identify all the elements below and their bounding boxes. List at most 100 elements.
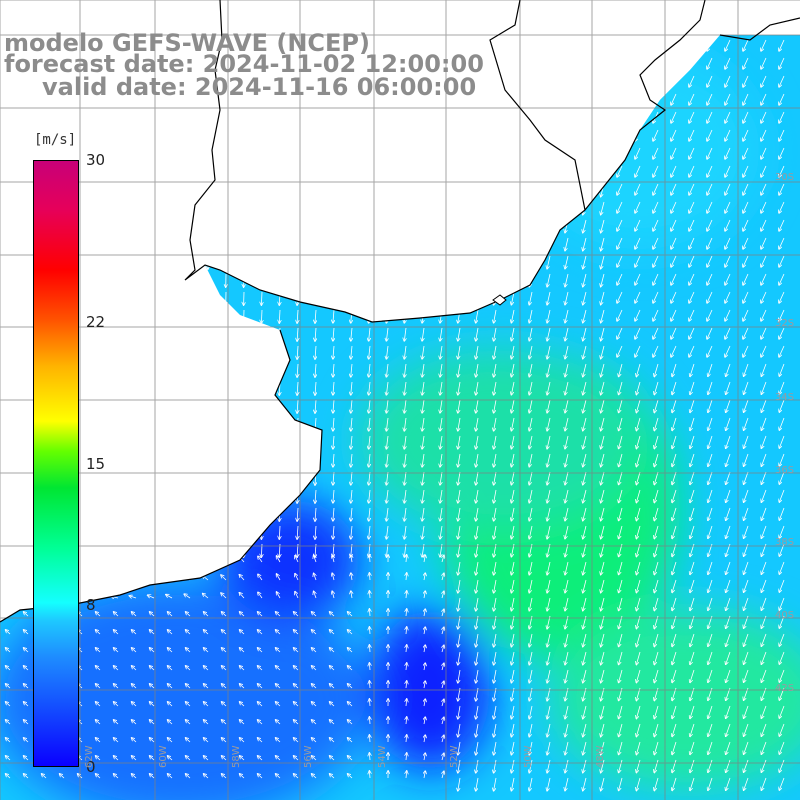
wind-arrow <box>64 111 65 125</box>
wind-arrow <box>617 111 623 123</box>
wind-arrow <box>476 435 479 449</box>
wind-arrow <box>690 471 695 484</box>
wind-arrow <box>654 363 659 377</box>
wind-arrow <box>46 111 47 125</box>
wind-arrow <box>10 381 12 395</box>
wind-arrow <box>100 201 101 215</box>
wind-arrow <box>565 381 569 395</box>
wind-arrow <box>297 111 298 125</box>
wind-arrow <box>619 417 623 431</box>
wind-arrow <box>82 183 83 197</box>
wind-arrow <box>118 525 119 539</box>
wind-arrow <box>494 255 497 269</box>
wind-arrow <box>761 453 767 466</box>
wind-arrow <box>494 453 497 467</box>
wind-arrow <box>547 417 551 431</box>
wind-arrow <box>529 561 533 575</box>
wind-arrow <box>707 237 713 249</box>
wind-arrow <box>118 363 119 377</box>
wind-arrow <box>529 633 533 647</box>
wind-arrow <box>511 507 515 521</box>
wind-arrow <box>761 597 767 610</box>
wind-arrow <box>458 363 461 377</box>
wind-arrow <box>511 417 515 431</box>
wind-arrow <box>476 345 479 359</box>
colorbar-tick-label: 30 <box>86 151 106 169</box>
wind-arrow <box>136 399 137 413</box>
wind-arrow <box>476 507 479 521</box>
wind-arrow <box>297 255 298 269</box>
wind-arrow <box>315 111 316 125</box>
wind-arrow <box>707 183 713 195</box>
wind-arrow <box>314 555 316 563</box>
wind-arrow <box>654 435 659 449</box>
wind-arrow <box>476 291 479 305</box>
wind-arrow <box>351 417 352 431</box>
wind-arrow <box>476 183 479 197</box>
wind-arrow <box>333 183 334 197</box>
wind-arrow <box>333 435 334 449</box>
wind-arrow <box>295 592 299 599</box>
wind-arrow <box>315 129 316 143</box>
wind-arrow <box>136 111 137 125</box>
wind-arrow <box>744 525 749 538</box>
wind-arrow <box>601 219 605 233</box>
wind-arrow <box>619 633 623 647</box>
wind-arrow <box>529 219 533 233</box>
wind-arrow <box>386 507 388 521</box>
wind-arrow <box>689 327 695 339</box>
wind-arrow <box>28 327 29 341</box>
wind-arrow <box>386 363 388 377</box>
wind-arrow <box>82 327 83 341</box>
wind-arrow <box>440 273 442 287</box>
wind-arrow <box>315 291 316 305</box>
wind-arrow <box>707 273 713 285</box>
wind-arrow <box>779 111 785 123</box>
wind-arrow <box>422 219 424 233</box>
wind-arrow <box>21 598 29 600</box>
wind-arrow <box>511 291 515 305</box>
wind-arrow <box>511 183 515 197</box>
wind-arrow <box>744 453 749 466</box>
wind-arrow <box>779 309 785 321</box>
wind-arrow <box>386 219 388 233</box>
wind-arrow <box>494 381 497 395</box>
wind-arrow <box>511 579 515 593</box>
wind-arrow <box>653 273 659 285</box>
wind-arrow <box>654 525 659 539</box>
wind-arrow <box>386 417 388 431</box>
wind-arrow <box>204 648 209 653</box>
wind-arrow <box>601 165 605 179</box>
wind-arrow <box>476 201 479 215</box>
wind-arrow <box>601 579 605 593</box>
wind-arrow <box>547 399 551 413</box>
wind-arrow <box>10 255 12 269</box>
wind-arrow <box>422 255 424 269</box>
wind-arrow <box>3 562 11 564</box>
wind-arrow <box>422 399 424 413</box>
wind-arrow <box>779 39 785 51</box>
wind-arrow <box>315 399 316 413</box>
wind-arrow <box>111 578 119 580</box>
wind-arrow <box>725 201 731 213</box>
wind-arrow <box>404 111 406 125</box>
wind-arrow <box>707 219 713 231</box>
wind-arrow <box>24 612 29 617</box>
wind-arrow <box>348 630 353 635</box>
wind-arrow <box>529 309 533 323</box>
wind-arrow <box>82 111 83 125</box>
wind-arrow <box>583 111 587 125</box>
wind-arrow <box>82 507 83 521</box>
wind-arrow <box>28 345 29 359</box>
colorbar-tick-label: 15 <box>86 454 106 473</box>
wind-arrow <box>28 399 29 413</box>
latitude-label: 36S <box>775 465 795 476</box>
wind-arrow <box>494 165 497 179</box>
wind-arrow <box>583 147 587 161</box>
wind-arrow <box>779 75 785 87</box>
wind-arrow <box>28 435 29 449</box>
wind-arrow <box>601 309 605 323</box>
wind-arrow <box>315 381 316 395</box>
wind-arrow <box>476 255 479 269</box>
wind-arrow <box>672 435 677 448</box>
